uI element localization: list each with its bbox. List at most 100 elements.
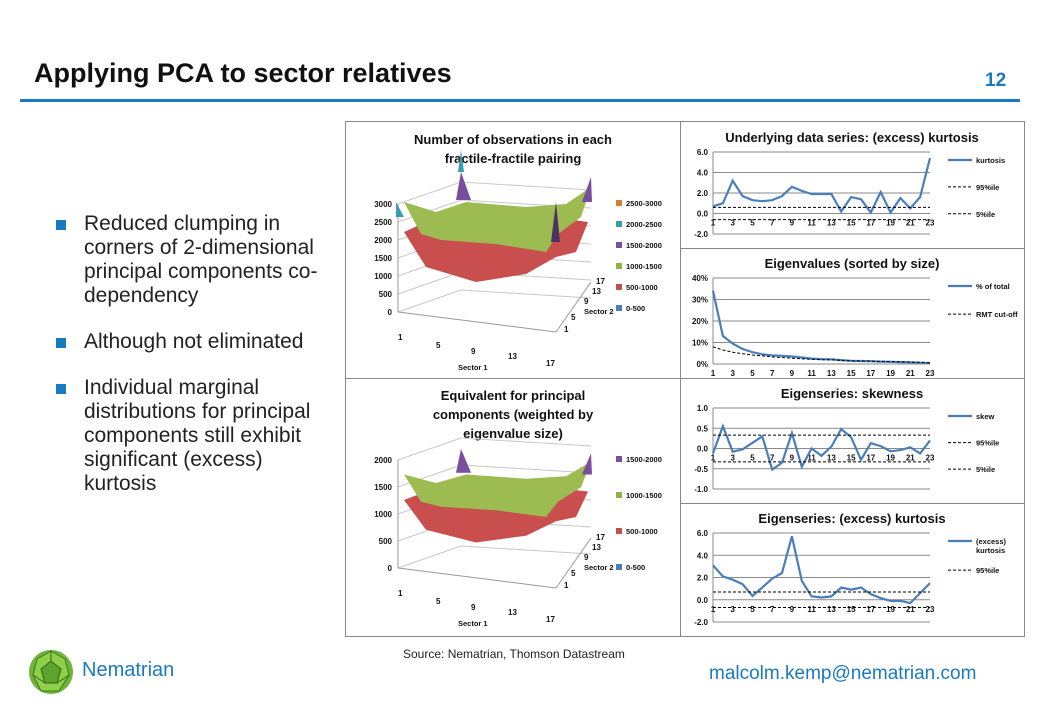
legend-label: kurtosis: [976, 546, 1005, 555]
y-tick-label: 17: [596, 533, 605, 542]
y-tick-label: 2.0: [697, 189, 709, 198]
surface-peak: [582, 453, 592, 475]
y-tick-label: -0.5: [694, 465, 708, 474]
line-chart-eigenseries-skewness: Eigenseries: skewness -1.0 -0.5 0.0 0.5 1.0 1 3…: [680, 378, 1025, 504]
y-tick-label: 2.0: [697, 574, 709, 583]
legend-label: % of total: [976, 282, 1010, 291]
x-tick-label: 5: [750, 219, 755, 228]
gridline: [397, 545, 592, 569]
x-tick-label: 23: [926, 369, 935, 378]
z-tick-label: 0: [388, 308, 393, 317]
x-axis: [397, 567, 557, 589]
y-axis-label: Sector 2: [584, 307, 614, 316]
surface-peak: [551, 202, 560, 242]
y-tick-label: 0.0: [697, 210, 709, 219]
surface-peak: [456, 172, 471, 200]
x-tick-label: 23: [926, 219, 935, 228]
legend-label: (excess): [976, 537, 1007, 546]
y-tick-label: 40%: [692, 274, 708, 283]
z-tick-label: 1500: [374, 483, 392, 492]
y-tick-label: 4.0: [697, 169, 709, 178]
x-tick-label: 7: [770, 219, 775, 228]
legend-swatch: [616, 263, 622, 269]
x-tick-label: 13: [508, 352, 517, 361]
z-tick-label: 0: [388, 564, 393, 573]
contact-email[interactable]: malcolm.kemp@nematrian.com: [709, 663, 977, 684]
chart-title: Eigenseries: skewness: [781, 386, 923, 401]
bullet-marker: [56, 220, 66, 230]
x-tick-label: 1: [711, 369, 716, 378]
source-note: Source: Nematrian, Thomson Datastream: [403, 647, 625, 661]
legend-swatch: [616, 284, 622, 290]
y-axis: [555, 281, 592, 333]
x-tick-label: 7: [770, 369, 775, 378]
legend-label: 1000-1500: [626, 491, 662, 500]
legend-swatch: [616, 492, 622, 498]
line-chart-underlying-kurtosis: Underlying data series: (excess) kurtosi…: [680, 122, 1025, 249]
x-tick-label: 5: [436, 341, 441, 350]
legend-label: 0-500: [626, 563, 645, 572]
x-tick-label: 13: [827, 454, 836, 463]
x-tick-label: 1: [711, 605, 716, 614]
chart-title: Underlying data series: (excess) kurtosi…: [725, 130, 979, 145]
legend-label: kurtosis: [976, 156, 1005, 165]
bullet-list: Reduced clumping in corners of 2-dimensi…: [56, 212, 326, 518]
x-tick-label: 19: [886, 605, 895, 614]
y-tick-label: 6.0: [697, 148, 709, 157]
x-tick-label: 19: [886, 369, 895, 378]
y-tick-label: 0.0: [697, 596, 709, 605]
x-tick-label: 1: [398, 333, 403, 342]
x-tick-label: 7: [770, 454, 775, 463]
chart-title: Number of observations in each: [414, 132, 612, 147]
x-tick-label: 3: [731, 219, 736, 228]
x-tick-label: 13: [827, 605, 836, 614]
bullet-item: Individual marginal distributions for pr…: [56, 376, 326, 496]
x-tick-label: 7: [770, 605, 775, 614]
legend-label: 500-1000: [626, 527, 658, 536]
z-tick-label: 2000: [374, 236, 392, 245]
x-tick-label: 1: [711, 219, 716, 228]
x-tick-label: 3: [731, 605, 736, 614]
surface-chart-observations: Number of observations in each fractile-f…: [346, 122, 681, 379]
z-tick-label: 2500: [374, 218, 392, 227]
x-tick-label: 17: [866, 605, 875, 614]
bullet-text: Although not eliminated: [84, 330, 304, 353]
x-tick-label: 17: [866, 369, 875, 378]
z-tick-label: 3000: [374, 200, 392, 209]
x-tick-label: 5: [750, 605, 755, 614]
legend-label: RMT cut-off: [976, 310, 1018, 319]
legend-label: 2000-2500: [626, 220, 662, 229]
legend-label: skew: [976, 412, 995, 421]
x-tick-label: 15: [847, 369, 856, 378]
x-tick-label: 11: [807, 454, 816, 463]
bullet-marker: [56, 338, 66, 348]
legend-label: 0-500: [626, 304, 645, 313]
legend-label: 1500-2000: [626, 241, 662, 250]
x-tick-label: 5: [436, 597, 441, 606]
x-tick-label: 13: [508, 608, 517, 617]
x-tick-label: 21: [906, 605, 915, 614]
x-tick-label: 21: [906, 369, 915, 378]
x-tick-label: 19: [886, 454, 895, 463]
x-tick-label: 5: [750, 454, 755, 463]
x-axis-label: Sector 1: [458, 363, 488, 372]
surface-peak: [458, 150, 464, 172]
legend-label: 500-1000: [626, 283, 658, 292]
z-tick-label: 1000: [374, 272, 392, 281]
y-tick-label: 0%: [696, 360, 708, 369]
surface-peak: [396, 202, 404, 217]
x-tick-label: 5: [750, 369, 755, 378]
y-tick-label: 10%: [692, 339, 708, 348]
y-tick-label: 6.0: [697, 529, 709, 538]
chart-title: fractile-fractile pairing: [445, 151, 582, 166]
page-number: 12: [985, 70, 1007, 91]
x-tick-label: 9: [471, 347, 476, 356]
gridline: [397, 289, 592, 313]
y-tick-label: 1: [564, 581, 569, 590]
x-tick-label: 15: [847, 219, 856, 228]
y-tick-label: -2.0: [694, 230, 708, 239]
x-tick-label: 1: [711, 454, 716, 463]
brand-name: Nematrian: [82, 659, 175, 681]
y-tick-label: 0.0: [697, 445, 709, 454]
y-tick-label: 13: [592, 287, 601, 296]
